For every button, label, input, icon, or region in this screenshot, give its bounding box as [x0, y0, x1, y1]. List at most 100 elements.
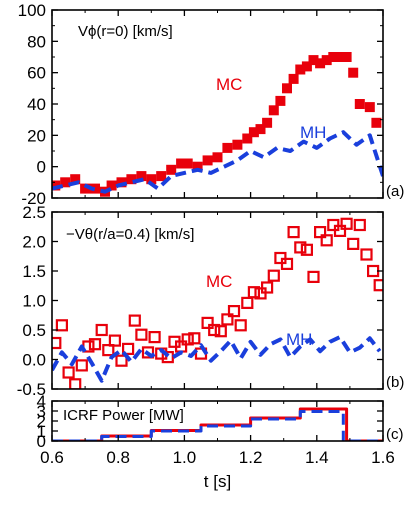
data-point-mc	[52, 180, 61, 191]
data-point-mc	[301, 61, 312, 72]
data-point-mc	[208, 323, 221, 337]
panel-label: (a)	[386, 183, 404, 200]
data-point-mc	[136, 171, 147, 182]
data-point-mc	[288, 73, 299, 84]
data-point-mc	[267, 269, 280, 282]
y-tick-label: 0.5	[22, 321, 46, 340]
data-point-mc	[282, 83, 292, 94]
data-point-mc	[188, 332, 201, 345]
x-tick-label: 0.6	[40, 448, 64, 467]
data-point-mc	[354, 99, 365, 109]
data-point-mc	[321, 55, 332, 66]
data-point-mc	[308, 55, 319, 66]
y-tick-label: 2	[37, 412, 46, 431]
data-point-mc	[287, 226, 300, 239]
series-line-mh	[52, 335, 382, 383]
data-point-mc	[95, 323, 108, 337]
data-point-mc	[300, 243, 313, 256]
data-point-mc	[108, 334, 122, 347]
panel-annotation: Vϕ(r=0) [km/s]	[78, 23, 173, 40]
y-tick-label: 3	[37, 402, 46, 421]
panel-label: (c)	[386, 426, 404, 443]
data-point-mc	[60, 177, 71, 188]
y-tick-label: 2.5	[22, 203, 46, 222]
data-point-mc	[315, 58, 326, 69]
data-point-mc	[135, 328, 148, 341]
plot-area	[52, 52, 383, 197]
x-tick-label: 0.8	[106, 448, 130, 467]
data-point-mc	[146, 174, 157, 185]
data-point-mc	[320, 234, 333, 247]
data-point-mc	[348, 67, 359, 78]
data-point-mc	[80, 183, 91, 194]
data-point-mc	[360, 248, 373, 261]
plot-area	[52, 217, 383, 389]
panel-annotation: ICRF Power [MW]	[63, 407, 184, 424]
data-point-mc	[275, 95, 286, 106]
data-point-mc	[116, 177, 127, 188]
panel-b: -0.5 0.0 0.5 1.0 1.5 2.0 2.5 (b) −Vθ(r/a=0.4) [k…	[17, 203, 405, 399]
series-label-mh: MH	[286, 330, 312, 349]
data-point-mc	[367, 264, 380, 278]
y-tick-label: 80	[27, 32, 46, 51]
data-point-mc	[307, 270, 320, 283]
panel-label: (b)	[386, 374, 404, 391]
data-point-mc	[242, 133, 253, 144]
series-line-mh	[52, 130, 383, 194]
data-point-mc	[347, 237, 360, 250]
data-point-mc	[102, 344, 115, 357]
data-point-mc	[280, 257, 294, 270]
data-point-mc	[232, 139, 243, 150]
data-point-mc	[328, 52, 339, 62]
y-tick-label: 4	[37, 392, 46, 411]
data-point-mc	[115, 354, 128, 367]
data-point-mc	[234, 319, 247, 332]
data-point-mc	[214, 325, 227, 338]
data-point-mc	[69, 378, 82, 389]
panel-annotation: −Vθ(r/a=0.4) [km/s]	[66, 226, 194, 243]
y-tick-label: 60	[27, 64, 46, 83]
data-point-mc	[241, 296, 254, 309]
data-point-mc	[90, 183, 100, 194]
y-tick-label: -20	[21, 189, 46, 208]
y-tick-label: 0	[37, 158, 46, 177]
data-point-mc	[255, 124, 266, 135]
data-point-mc	[261, 281, 274, 294]
series-label-mh: MH	[300, 123, 326, 142]
data-point-mc	[202, 155, 213, 166]
data-point-mc	[364, 102, 375, 113]
data-point-mc	[166, 164, 177, 175]
series-label-mc: MC	[206, 272, 232, 291]
x-tick-label: 1.0	[173, 448, 197, 467]
data-point-mc	[88, 338, 102, 351]
data-point-mc	[262, 117, 273, 128]
series-line-mh	[52, 410, 383, 441]
data-point-mc	[335, 52, 345, 62]
data-point-mc	[141, 346, 155, 359]
data-point-mc	[176, 158, 187, 169]
data-point-mc	[294, 241, 307, 254]
data-point-mc	[371, 117, 382, 128]
data-point-mc	[212, 152, 223, 163]
data-point-mc	[70, 174, 81, 185]
data-point-mc	[353, 218, 366, 232]
x-tick-label: 1.6	[371, 448, 395, 467]
data-point-mc	[248, 127, 259, 138]
data-point-mc	[121, 342, 135, 355]
data-point-mc	[247, 286, 260, 299]
y-tick-label: 40	[27, 95, 46, 114]
y-tick-label: -0.5	[17, 380, 46, 399]
data-point-mc	[182, 158, 193, 169]
plot-area	[52, 407, 383, 441]
data-point-mc	[75, 359, 88, 372]
data-point-mc	[227, 305, 241, 318]
y-tick-label: 100	[18, 1, 46, 20]
panel-a: -20 0 20 40 60 80 100 (a) Vϕ(r=0) [km/s] MC MH	[18, 1, 405, 208]
data-point-mc	[62, 366, 75, 379]
data-point-mc	[55, 319, 69, 332]
data-point-mc	[52, 336, 62, 350]
y-tick-label: 1	[37, 422, 46, 441]
x-axis-label: t [s]	[204, 472, 231, 491]
data-point-mc	[192, 161, 203, 172]
